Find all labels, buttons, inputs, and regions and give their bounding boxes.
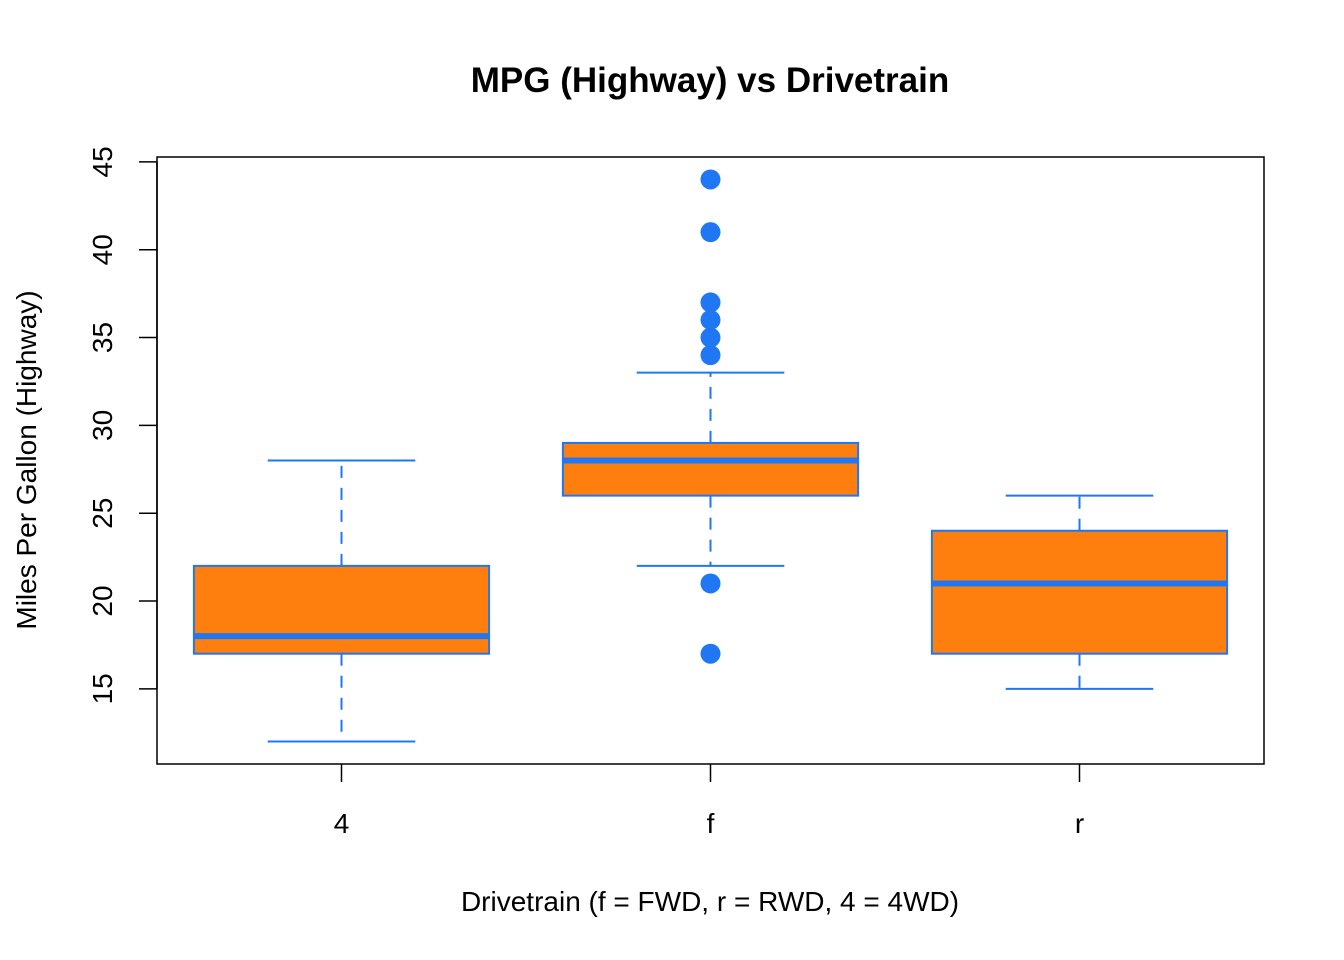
y-tick-label: 45 (87, 146, 118, 177)
y-tick-label: 15 (87, 673, 118, 704)
y-axis-label: Miles Per Gallon (Highway) (11, 290, 42, 629)
y-tick-label: 30 (87, 410, 118, 441)
outlier-point (700, 573, 721, 594)
box-4 (192, 459, 491, 743)
outlier-point (700, 292, 721, 313)
x-axis: 4 f r (334, 764, 1084, 839)
y-tick-label: 25 (87, 498, 118, 529)
box-r (930, 494, 1229, 690)
outlier-point (700, 222, 721, 243)
x-axis-label: Drivetrain (f = FWD, r = RWD, 4 = 4WD) (461, 886, 959, 917)
y-tick-label: 20 (87, 585, 118, 616)
x-tick-label: r (1075, 808, 1084, 839)
iqr-box (561, 441, 860, 497)
y-tick-label: 35 (87, 322, 118, 353)
box-f (561, 169, 860, 664)
x-tick-label: f (707, 808, 715, 839)
chart-title: MPG (Highway) vs Drivetrain (471, 61, 949, 100)
iqr-box (192, 564, 491, 655)
outlier-point (700, 643, 721, 664)
outlier-point (700, 345, 721, 366)
y-tick-label: 40 (87, 234, 118, 265)
outlier-point (700, 327, 721, 348)
box-series (192, 169, 1229, 743)
x-tick-label: 4 (334, 808, 350, 839)
iqr-box (930, 529, 1229, 655)
outlier-point (700, 169, 721, 190)
y-axis: 15 20 25 30 35 40 45 (87, 146, 158, 704)
outlier-point (700, 309, 721, 330)
